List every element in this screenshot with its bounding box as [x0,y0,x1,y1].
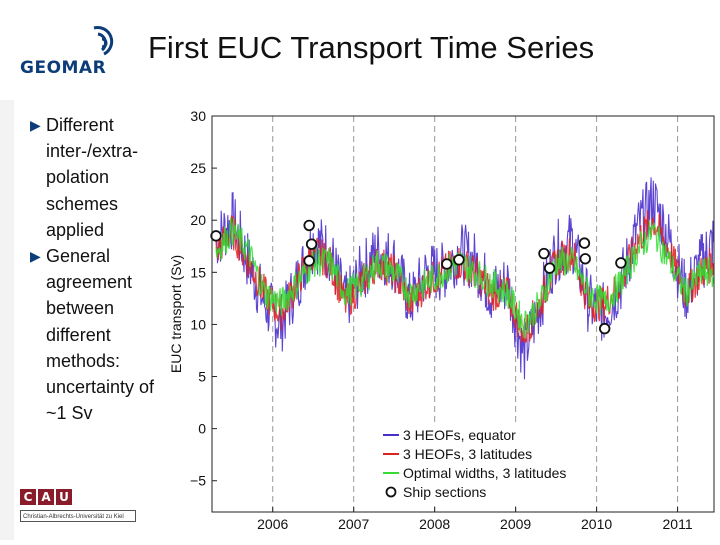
ship-section-point [305,238,318,250]
legend-entry-label: Optimal widths, 3 latitudes [403,465,566,481]
ship-section-point [543,262,556,274]
series-line-green [215,217,714,339]
cau-letter: C [20,489,36,505]
bullet-item: ▶ Different inter-/extra-polation scheme… [30,112,170,243]
ship-section-point [578,237,591,249]
y-tick-label: 5 [198,369,206,385]
geomar-swirl-icon [93,26,114,56]
left-accent-strip [0,100,14,540]
y-tick-label: 15 [190,264,206,280]
cau-letter: U [56,489,72,505]
x-tick-label: 2011 [663,516,693,532]
ship-section-point [538,247,550,260]
bullet-text: Different inter-/extra-polation schemes … [46,115,139,240]
legend-entry-label: 3 HEOFs, 3 latitudes [403,446,532,462]
bullet-item: ▶ General agreement between different me… [30,243,170,426]
ship-section-point [579,253,591,265]
x-tick-label: 2008 [419,516,450,532]
y-tick-label: −5 [190,473,206,489]
geomar-logo: GEOMAR [16,24,136,80]
ship-section-point [210,230,222,242]
ship-section-point [441,258,453,270]
bullet-text: General agreement between different meth… [46,246,155,424]
cau-letter: A [38,489,54,505]
euc-transport-chart: −5 0 5 10 15 20 25 30 2006 2007 2008 2009 2010 2011 EU… [168,108,715,532]
triangle-bullet-icon: ▶ [30,248,41,265]
legend-entry-label: Ship sections [403,484,486,500]
legend-entry-label: 3 HEOFs, equator [403,427,516,443]
cau-subtitle: Christian-Albrechts-Universität zu Kiel [20,510,136,522]
x-tick-label: 2009 [500,516,531,532]
y-tick-label: 30 [190,108,206,124]
x-tick-label: 2006 [257,516,288,532]
x-tick-label: 2010 [581,516,612,532]
ship-section-point [598,322,611,335]
chart-panel: −5 0 5 10 15 20 25 30 2006 2007 2008 2009 2010 2011 EU… [165,104,720,540]
logo-text: GEOMAR [20,58,107,78]
page-title: First EUC Transport Time Series [148,30,595,65]
legend-swatch-marker [385,486,397,498]
plot-frame [211,115,715,513]
ship-section-point [453,254,465,266]
triangle-bullet-icon: ▶ [30,117,41,133]
ship-section-point [303,255,315,267]
legend-box [379,426,577,506]
x-tick-label: 2007 [338,516,369,532]
y-tick-label: 20 [190,212,206,228]
bullet-list: ▶ Different inter-/extra-polation scheme… [30,112,170,426]
ship-section-point [303,219,315,232]
y-tick-label: 0 [198,421,206,437]
y-axis-label: EUC transport (Sv) [168,255,184,373]
y-tick-label: 25 [190,160,206,176]
y-tick-label: 10 [190,316,206,332]
series-line-blue [215,177,714,380]
ship-section-point [615,257,627,269]
